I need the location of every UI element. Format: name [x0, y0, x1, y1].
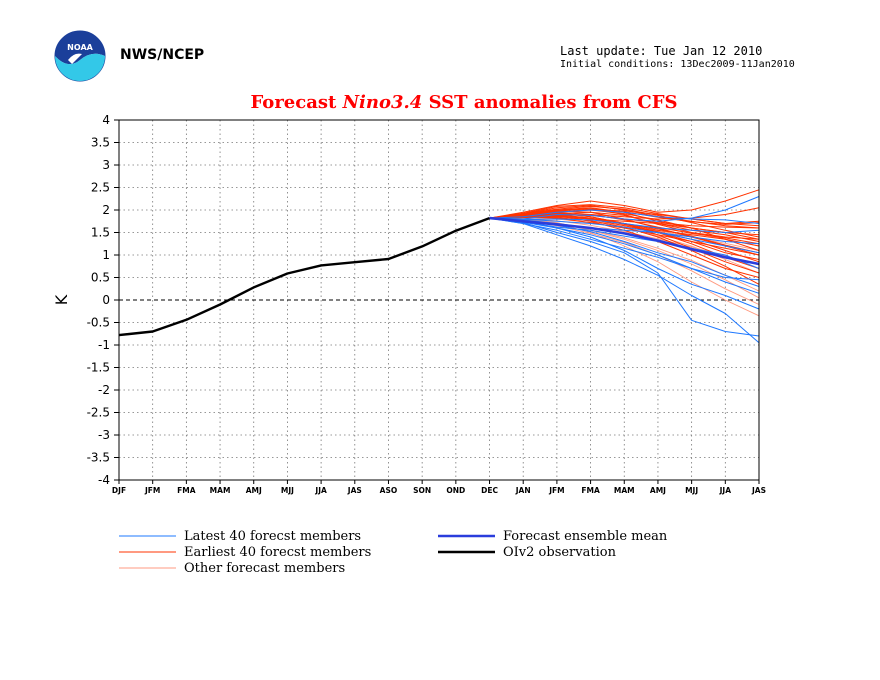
y-axis-label: K — [52, 294, 71, 305]
x-tick-label: MAM — [614, 486, 635, 495]
x-tick-label: FMA — [177, 486, 196, 495]
org-label: NWS/NCEP — [120, 47, 205, 63]
chart-title-part-3: SST anomalies from CFS — [422, 92, 677, 113]
member-line-latest — [489, 217, 760, 344]
x-tick-label: JAN — [515, 486, 531, 495]
y-ticks: 4 3.5 3 2.5 2 1.5 1 0.5 0 -0.5 -1 -1.5 -2 -2.5 -3 -3.5 -… — [87, 113, 119, 487]
series — [118, 189, 760, 344]
y-tick-label: 1.5 — [91, 226, 110, 240]
x-tick-label: JJA — [314, 486, 327, 495]
observation-line — [118, 216, 490, 337]
y-tick-label: -1.5 — [87, 361, 110, 375]
ensemble-mean-line — [489, 216, 760, 266]
x-tick-label: JAS — [347, 486, 362, 495]
y-tick-label: -4 — [98, 473, 110, 487]
legend-label-latest: Latest 40 forecst members — [184, 529, 361, 544]
y-tick-label: -0.5 — [87, 316, 110, 330]
x-tick-label: JAS — [751, 486, 766, 495]
y-tick-label: 3.5 — [91, 136, 110, 150]
y-tick-label: -3 — [98, 428, 110, 442]
x-tick-label: MJJ — [685, 486, 698, 495]
noaa-logo-icon: NOAA — [54, 30, 106, 82]
x-tick-label: JFM — [144, 486, 160, 495]
member-line-latest — [489, 217, 760, 281]
x-tick-label: AMJ — [650, 486, 666, 495]
x-ticks: DJF JFM FMA MAM AMJ MJJ JJA JAS ASO SON OND DEC JAN J… — [112, 480, 766, 495]
initial-conditions-text: Initial conditions: 13Dec2009-11Jan2010 — [560, 59, 795, 70]
y-tick-label: 2.5 — [91, 181, 110, 195]
x-tick-label: DJF — [112, 486, 126, 495]
y-tick-label: -3.5 — [87, 451, 110, 465]
member-line-earliest — [489, 209, 760, 251]
legend-label-other: Other forecast members — [184, 561, 345, 576]
y-tick-label: 4 — [102, 113, 110, 127]
x-tick-label: FMA — [581, 486, 600, 495]
y-tick-label: 1 — [102, 248, 110, 262]
member-line-earliest — [489, 204, 760, 227]
y-tick-label: -2 — [98, 383, 110, 397]
y-tick-label: 0.5 — [91, 271, 110, 285]
member-line-earliest — [489, 189, 760, 219]
legend-label-mean: Forecast ensemble mean — [503, 529, 668, 544]
plot-frame — [118, 119, 760, 481]
chart-title-part-2: Nino3.4 — [342, 92, 423, 113]
member-line-earliest — [489, 205, 760, 238]
x-tick-label: AMJ — [246, 486, 262, 495]
x-tick-label: DEC — [481, 486, 498, 495]
last-update-text: Last update: Tue Jan 12 2010 — [560, 44, 763, 58]
x-tick-label: MAM — [210, 486, 231, 495]
member-line-latest — [489, 196, 760, 222]
y-tick-label: 3 — [102, 158, 110, 172]
member-line-latest — [489, 209, 760, 224]
chart-title: Forecast Nino3.4 SST anomalies from CFS — [251, 92, 678, 113]
x-tick-label: MJJ — [281, 486, 294, 495]
grid — [119, 120, 759, 480]
svg-text:NOAA: NOAA — [67, 43, 93, 52]
legend: Latest 40 forecst members Earliest 40 fo… — [119, 529, 668, 576]
chart-title-part-1: Forecast — [251, 92, 343, 113]
member-line-latest — [489, 217, 760, 294]
x-tick-label: JJA — [719, 486, 732, 495]
x-tick-label: JFM — [548, 486, 564, 495]
legend-label-obs: OIv2 observation — [503, 545, 617, 560]
y-tick-label: 2 — [102, 203, 110, 217]
y-tick-label: -1 — [98, 338, 110, 352]
x-tick-label: OND — [446, 486, 465, 495]
y-tick-label: -2.5 — [87, 406, 110, 420]
y-tick-label: 0 — [102, 293, 110, 307]
x-tick-label: ASO — [380, 486, 398, 495]
x-tick-label: SON — [413, 486, 431, 495]
legend-label-earliest: Earliest 40 forecst members — [184, 545, 371, 560]
member-line-latest — [489, 217, 760, 233]
